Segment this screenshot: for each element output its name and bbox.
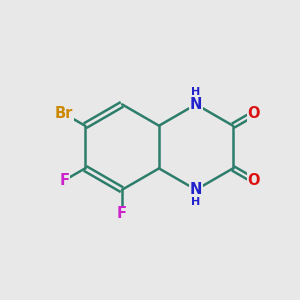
Text: H: H: [191, 87, 201, 97]
Text: H: H: [191, 197, 201, 207]
Text: N: N: [190, 182, 202, 197]
Text: O: O: [248, 106, 260, 121]
Text: O: O: [248, 173, 260, 188]
Text: Br: Br: [55, 106, 73, 121]
Text: N: N: [190, 97, 202, 112]
Text: F: F: [117, 206, 127, 221]
Text: F: F: [59, 173, 69, 188]
